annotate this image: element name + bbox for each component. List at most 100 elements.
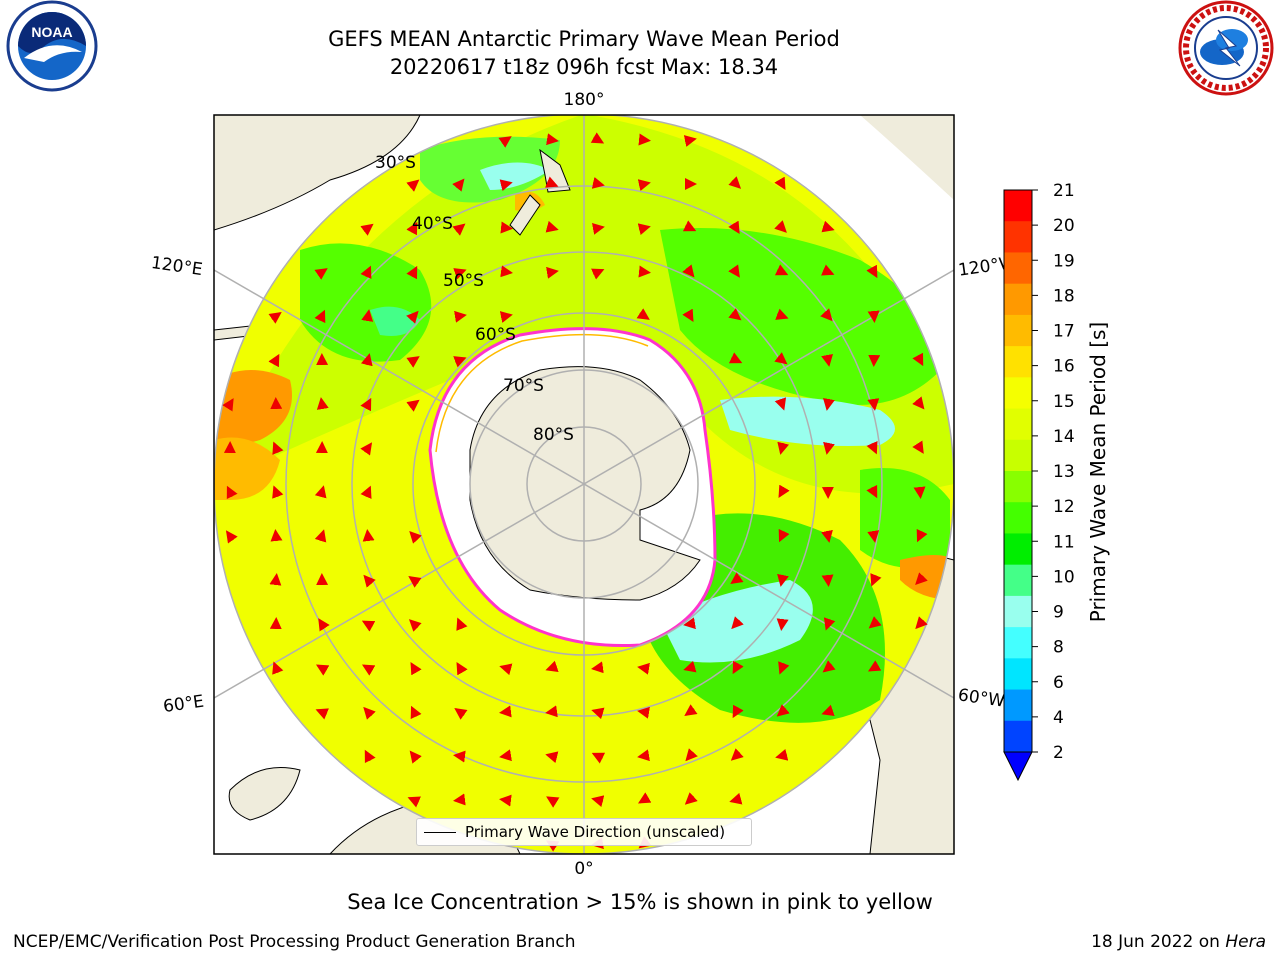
colorbar-segment	[1004, 283, 1032, 316]
colorbar-segment	[1004, 689, 1032, 722]
wave-arrow	[591, 661, 604, 674]
lat-label-50: 50°S	[443, 271, 484, 291]
wave-arrow	[316, 397, 329, 410]
wave-arrow	[730, 748, 744, 761]
colorbar-segment	[1004, 346, 1032, 378]
wave-arrow	[637, 179, 651, 191]
wave-arrow	[453, 268, 467, 280]
wave-arrow	[545, 220, 559, 233]
wave-arrow	[591, 268, 605, 280]
lat-label-40: 40°S	[412, 214, 453, 234]
colorbar-tick-label: 6	[1053, 673, 1064, 693]
wave-arrow	[591, 707, 605, 720]
lat-label-80: 80°S	[533, 425, 574, 445]
wave-arrow	[777, 573, 789, 587]
colorbar-tick-label: 17	[1053, 322, 1075, 342]
wave-arrow	[546, 133, 559, 146]
wave-arrow	[867, 530, 880, 543]
footer-date-text: 18 Jun 2022 on	[1091, 932, 1226, 952]
colorbar-tick-label: 8	[1053, 638, 1064, 658]
wave-arrow	[638, 133, 651, 146]
wave-arrow	[406, 221, 418, 236]
wave-arrow	[361, 309, 374, 322]
colorbar-tick-label: 4	[1053, 708, 1064, 728]
lat-label-70: 70°S	[503, 376, 544, 396]
wave-arrow	[406, 310, 419, 324]
wave-arrow	[821, 220, 835, 233]
wave-arrow	[410, 705, 422, 720]
wave-arrow	[409, 530, 422, 544]
wave-arrow	[360, 442, 373, 456]
wave-arrow	[912, 396, 925, 410]
wave-arrow	[499, 311, 513, 323]
colorbar-segment	[1004, 190, 1032, 222]
wave-arrow	[774, 397, 787, 411]
colorbar-tick-label: 15	[1053, 392, 1075, 412]
wave-arrow	[408, 619, 422, 632]
wave-arrow	[774, 352, 788, 365]
wave-arrow	[456, 661, 468, 676]
wave-arrow	[775, 748, 789, 761]
lon-label-180: 180°	[564, 90, 605, 110]
lat-label-60: 60°S	[475, 325, 516, 345]
colorbar-extend-arrow	[1003, 751, 1033, 782]
wave-arrow	[226, 485, 238, 500]
wave-arrow	[268, 311, 282, 324]
wave-arrow	[361, 620, 376, 632]
wave-arrow	[499, 179, 513, 192]
wave-arrow	[360, 397, 372, 412]
wave-arrow	[406, 399, 420, 412]
wave-arrow	[636, 308, 650, 320]
wave-arrow	[452, 178, 465, 192]
wave-arrow	[685, 748, 698, 762]
wave-arrow	[682, 220, 697, 232]
wave-arrow	[867, 660, 882, 672]
wave-arrow	[730, 572, 744, 585]
footer-host: Hera	[1225, 932, 1266, 952]
colorbar-tick-label: 18	[1053, 286, 1075, 306]
wave-arrow	[363, 574, 376, 588]
wave-direction-arrows	[222, 132, 928, 852]
colorbar-segment	[1004, 627, 1032, 659]
wave-arrow	[912, 440, 924, 454]
lon-label-0: 0°	[574, 859, 593, 879]
wave-arrow	[314, 485, 327, 499]
wave-arrow	[728, 220, 740, 235]
wave-arrow	[360, 485, 372, 499]
wave-arrow	[363, 706, 376, 720]
wave-arrow	[500, 265, 513, 278]
wave-arrow	[500, 221, 513, 234]
wave-arrow	[637, 792, 652, 804]
wave-arrow	[775, 308, 789, 320]
wave-arrow	[406, 356, 420, 368]
wave-arrow	[637, 706, 650, 719]
colorbar-tick-label: 19	[1053, 251, 1075, 271]
wave-arrow	[314, 268, 328, 280]
wave-arrow	[778, 528, 790, 543]
map-frame	[213, 114, 955, 855]
colorbar-segment	[1004, 658, 1032, 691]
wave-arrow	[916, 528, 928, 543]
wave-arrow	[777, 441, 790, 455]
wave-arrow	[728, 176, 742, 189]
wave-arrow	[546, 796, 560, 808]
wave-arrow	[222, 398, 234, 412]
wave-arrow	[406, 265, 418, 280]
wave-arrow	[453, 750, 466, 763]
colorbar-tick-label: 13	[1053, 462, 1075, 482]
wave-arrow	[361, 664, 376, 676]
wave-arrow	[866, 484, 878, 499]
footer-date: 18 Jun 2022 on Hera	[1091, 932, 1266, 952]
wave-arrow	[728, 352, 743, 364]
wave-arrow	[637, 223, 651, 236]
wave-arrow	[499, 663, 513, 676]
wave-arrow	[915, 616, 928, 630]
wave-arrow	[912, 352, 924, 367]
wave-arrow	[821, 704, 835, 717]
wave-arrow	[360, 223, 374, 236]
wave-arrow	[360, 353, 373, 367]
lon-label-60w: 60°W	[957, 685, 1006, 711]
wave-arrow	[406, 179, 420, 192]
wave-arrow	[823, 397, 835, 411]
